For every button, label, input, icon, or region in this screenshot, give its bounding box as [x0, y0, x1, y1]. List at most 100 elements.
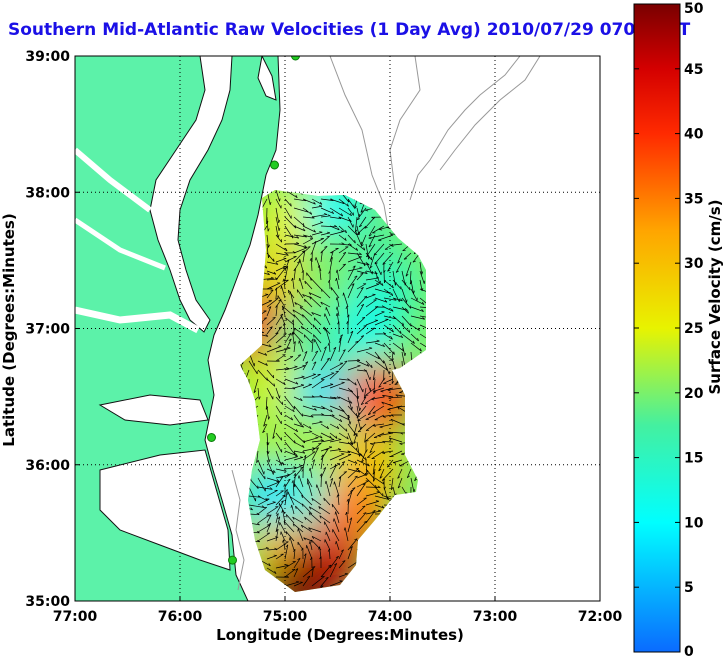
y-tick-label: 39:00 — [25, 49, 70, 65]
velocity-arrowhead — [364, 472, 367, 476]
velocity-arrow — [401, 342, 406, 356]
velocity-arrowhead — [292, 408, 295, 412]
velocity-arrow — [329, 248, 339, 254]
river-potomac — [75, 147, 152, 213]
velocity-arrowhead — [289, 537, 291, 541]
velocity-arrowhead — [319, 473, 322, 477]
velocity-arrow — [284, 423, 298, 433]
velocity-arrow — [419, 279, 423, 291]
velocity-arrowhead — [390, 414, 394, 417]
velocity-arrowhead — [340, 213, 344, 217]
velocity-arrowhead — [324, 246, 328, 248]
velocity-arrowhead — [349, 546, 353, 549]
velocity-arrow — [330, 287, 340, 299]
y-tick-label: 38:00 — [25, 185, 70, 201]
velocity-arrowhead — [382, 394, 385, 398]
velocity-arrowhead — [314, 407, 317, 411]
velocity-arrowhead — [377, 509, 382, 512]
velocity-arrow — [392, 315, 404, 326]
velocity-arrowhead — [312, 459, 315, 463]
velocity-arrowhead — [368, 413, 372, 416]
velocity-arrowhead — [354, 382, 357, 386]
velocity-arrow — [311, 567, 314, 578]
velocity-arrowhead — [323, 497, 325, 501]
velocity-arrow — [248, 360, 258, 375]
velocity-arrowhead — [285, 248, 288, 252]
velocity-arrow — [337, 494, 340, 506]
velocity-arrowhead — [323, 346, 327, 349]
velocity-arrowhead — [320, 435, 323, 439]
velocity-arrowhead — [335, 556, 339, 558]
velocity-arrowhead — [337, 396, 340, 399]
velocity-arrow — [275, 305, 278, 317]
velocity-arrow — [293, 341, 296, 353]
velocity-arrow — [309, 506, 322, 515]
velocity-arrowhead — [366, 363, 370, 367]
velocity-arrowhead — [283, 469, 287, 472]
velocity-arrowhead — [353, 441, 357, 444]
velocity-arrow — [338, 476, 342, 488]
velocity-arrowhead — [268, 306, 272, 309]
velocity-arrow — [383, 360, 390, 375]
velocity-arrowhead — [310, 557, 313, 561]
velocity-arrowhead — [371, 364, 373, 368]
velocity-arrowhead — [331, 438, 335, 440]
velocity-arrowhead — [261, 505, 265, 508]
velocity-arrowhead — [280, 313, 284, 316]
velocity-arrowhead — [354, 206, 357, 209]
velocity-arrow — [353, 423, 358, 436]
velocity-arrow — [325, 328, 331, 344]
velocity-arrowhead — [309, 235, 313, 238]
velocity-arrowhead — [297, 557, 301, 561]
velocity-arrowhead — [366, 262, 370, 266]
hf-radar-station — [228, 555, 237, 565]
velocity-arrow — [320, 225, 337, 228]
velocity-arrowhead — [319, 556, 322, 560]
velocity-arrowhead — [367, 463, 370, 467]
velocity-arrow — [378, 234, 394, 241]
velocity-arrowhead — [294, 365, 298, 368]
velocity-arrowhead — [309, 426, 312, 429]
velocity-arrow — [257, 459, 265, 475]
velocity-arrowhead — [391, 285, 394, 289]
velocity-arrow — [272, 423, 277, 439]
velocity-arrowhead — [388, 437, 392, 441]
velocity-arrowhead — [409, 287, 411, 291]
velocity-arrowhead — [304, 298, 306, 303]
velocity-arrow — [356, 497, 367, 506]
velocity-arrowhead — [330, 383, 334, 385]
velocity-arrowhead — [378, 385, 382, 388]
velocity-arrow — [293, 384, 305, 389]
velocity-arrow — [397, 252, 403, 264]
velocity-arrow — [302, 234, 313, 238]
velocity-arrow — [275, 432, 282, 441]
velocity-arrow — [308, 292, 322, 299]
colorbar-tick-label: 5 — [684, 580, 694, 596]
velocity-arrowhead — [349, 219, 352, 222]
velocity-arrowhead — [421, 287, 424, 292]
velocity-arrow — [328, 548, 331, 560]
velocity-arrowhead — [410, 323, 412, 327]
velocity-arrowhead — [286, 367, 290, 369]
velocity-arrowhead — [404, 308, 408, 311]
velocity-arrow — [378, 459, 385, 472]
velocity-arrow — [257, 486, 273, 490]
velocity-arrow — [364, 396, 376, 404]
velocity-arrowhead — [268, 514, 272, 517]
velocity-arrow — [329, 231, 344, 236]
velocity-arrow — [384, 243, 394, 250]
velocity-arrowhead — [288, 332, 292, 336]
velocity-arrowhead — [400, 286, 402, 290]
velocity-arrow — [383, 288, 393, 297]
velocity-arrow — [282, 307, 286, 317]
velocity-arrowhead — [335, 277, 337, 282]
velocity-arrow — [257, 387, 260, 400]
velocity-arrowhead — [354, 240, 356, 244]
velocity-arrowhead — [323, 213, 328, 215]
velocity-arrow — [320, 215, 331, 218]
velocity-arrow — [354, 216, 358, 233]
velocity-arrow — [347, 243, 358, 251]
velocity-arrow — [347, 378, 357, 386]
velocity-arrow — [383, 306, 394, 312]
velocity-arrow — [368, 225, 376, 237]
